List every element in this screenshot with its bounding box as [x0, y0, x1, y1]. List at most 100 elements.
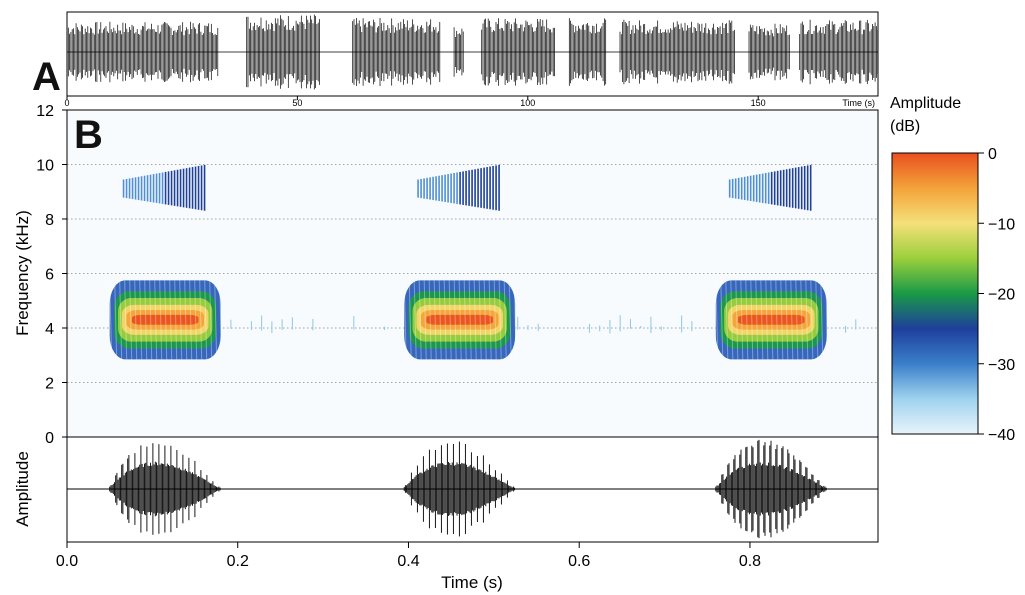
spectrogram-call-pulse — [775, 280, 779, 360]
colorbar-tick-label: −10 — [988, 216, 1015, 233]
oscillogram-y-label: Amplitude — [13, 451, 32, 527]
spectrogram-call-pulse — [443, 280, 447, 360]
panel-a-x-tick-label: 50 — [292, 98, 302, 108]
spectrogram-calls — [109, 164, 857, 360]
spectrogram-y-label: Frequency (kHz) — [13, 210, 32, 336]
spectrogram-call-pulse — [488, 280, 492, 360]
spectrogram-call-pulse — [740, 280, 744, 360]
spectrogram-call-pulse — [169, 280, 173, 360]
spectrogram-call-pulse — [478, 280, 482, 360]
spectrogram-call-pulse — [453, 280, 457, 360]
spectrogram-y-tick-label: 6 — [45, 267, 54, 284]
panel-a-label: A — [32, 55, 61, 99]
panel-b-oscillogram: 0.0 0.2 0.4 0.6 0.8 Amplitude Time (s) — [13, 436, 879, 592]
colorbar-tick-label: −40 — [988, 427, 1015, 444]
spectrogram-call-pulse — [403, 280, 407, 360]
spectrogram-call-pulse — [498, 280, 502, 360]
spectrogram-call-pulse — [428, 280, 432, 360]
spectrogram-call-pulse — [124, 280, 128, 360]
spectrogram-call-pulse — [219, 280, 223, 360]
colorbar-tick-label: 0 — [988, 146, 997, 163]
spectrogram-call-pulse — [820, 280, 824, 360]
spectrogram-call-pulse — [164, 280, 168, 360]
spectrogram-call-pulse — [423, 280, 427, 360]
panel-a-frame — [66, 11, 879, 97]
spectrogram-call-pulse — [154, 280, 158, 360]
panel-a-waveform-bursts — [66, 14, 879, 90]
spectrogram-call-pulse — [109, 280, 113, 360]
colorbar-scale — [891, 152, 979, 435]
spectrogram-call-pulse — [730, 280, 734, 360]
panel-b-label: B — [74, 113, 103, 157]
spectrogram-call-pulse — [755, 280, 759, 360]
spectrogram-call-band — [426, 314, 493, 325]
spectrogram-call-pulse — [149, 280, 153, 360]
spectrogram-call-pulse — [418, 280, 422, 360]
spectrogram-y-tick-label: 4 — [45, 321, 54, 338]
spectrogram-call-pulse — [204, 280, 208, 360]
spectrogram-call-pulse — [448, 280, 452, 360]
spectrogram-call-pulse — [473, 280, 477, 360]
spectrogram-call-band — [737, 314, 805, 325]
spectrogram-call-pulse — [513, 280, 517, 360]
spectrogram-call-pulse — [760, 280, 764, 360]
panel-a-x-unit: Time (s) — [842, 98, 875, 108]
spectrogram-call-pulse — [463, 280, 467, 360]
colorbar-title-line1: Amplitude — [890, 95, 961, 112]
panel-a-x-tick-label: 100 — [520, 98, 535, 108]
spectrogram-call-pulse — [725, 280, 729, 360]
panel-a-x-tick-label: 0 — [64, 98, 69, 108]
spectrogram-call-pulse — [735, 280, 739, 360]
spectrogram-call-pulse — [139, 280, 143, 360]
spectrogram-y-tick-label: 8 — [45, 212, 54, 229]
spectrogram-call-pulse — [159, 280, 163, 360]
oscillogram-x-ticks: 0.0 0.2 0.4 0.6 0.8 — [56, 542, 761, 570]
oscillogram-x-tick-label: 0.4 — [397, 553, 419, 570]
oscillogram-x-tick-label: 0.0 — [56, 553, 78, 570]
spectrogram-y-tick-label: 10 — [36, 158, 54, 175]
spectrogram-call-pulse — [134, 280, 138, 360]
spectrogram-call-pulse — [129, 280, 133, 360]
spectrogram-y-tick-label: 0 — [45, 430, 54, 447]
spectrogram-call-pulse — [810, 280, 814, 360]
colorbar-title-line2: (dB) — [890, 118, 920, 135]
spectrogram-call-band — [131, 314, 199, 325]
spectrogram-call-pulse — [493, 280, 497, 360]
spectrogram-call-pulse — [174, 280, 178, 360]
colorbar: Amplitude (dB) 0 −10 −20 −30 −40 — [890, 95, 1015, 444]
spectrogram-call-pulse — [795, 280, 799, 360]
spectrogram-call-pulse — [144, 280, 148, 360]
spectrogram-call-pulse — [199, 280, 203, 360]
colorbar-tick-label: −30 — [988, 357, 1015, 374]
oscillogram-x-label: Time (s) — [441, 573, 503, 592]
spectrogram-call-pulse — [785, 280, 789, 360]
spectrogram-call-pulse — [750, 280, 754, 360]
spectrogram-call — [715, 164, 829, 360]
oscillogram-x-tick-label: 0.2 — [227, 553, 249, 570]
spectrogram-call-pulse — [815, 280, 819, 360]
panel-b-spectrogram: 0 2 4 6 8 10 12 Frequency (kHz) — [13, 103, 879, 447]
spectrogram-call-pulse — [408, 280, 412, 360]
spectrogram-call-pulse — [194, 280, 198, 360]
colorbar-tick-label: −20 — [988, 287, 1015, 304]
panel-a-x-tick-label: 150 — [751, 98, 766, 108]
panel-a-waveform: 0 50 100 150 Time (s) — [64, 11, 879, 108]
spectrogram-call-pulse — [189, 280, 193, 360]
spectrogram-call-pulse — [800, 280, 804, 360]
spectrogram-call-pulse — [209, 280, 213, 360]
spectrogram-y-ticks: 0 2 4 6 8 10 12 — [36, 103, 67, 447]
oscillogram-x-tick-label: 0.6 — [568, 553, 590, 570]
spectrogram-call-pulse — [184, 280, 188, 360]
spectrogram-call-pulse — [458, 280, 462, 360]
spectrogram-call-pulse — [508, 280, 512, 360]
spectrogram-y-tick-label: 2 — [45, 376, 54, 393]
spectrogram-call-pulse — [503, 280, 507, 360]
spectrogram-call-pulse — [438, 280, 442, 360]
spectrogram-call-pulse — [119, 280, 123, 360]
spectrogram-call-pulse — [780, 280, 784, 360]
spectrogram-call-pulse — [770, 280, 774, 360]
spectrogram-call-pulse — [483, 280, 487, 360]
spectrogram-call-pulse — [790, 280, 794, 360]
spectrogram-call-pulse — [745, 280, 749, 360]
